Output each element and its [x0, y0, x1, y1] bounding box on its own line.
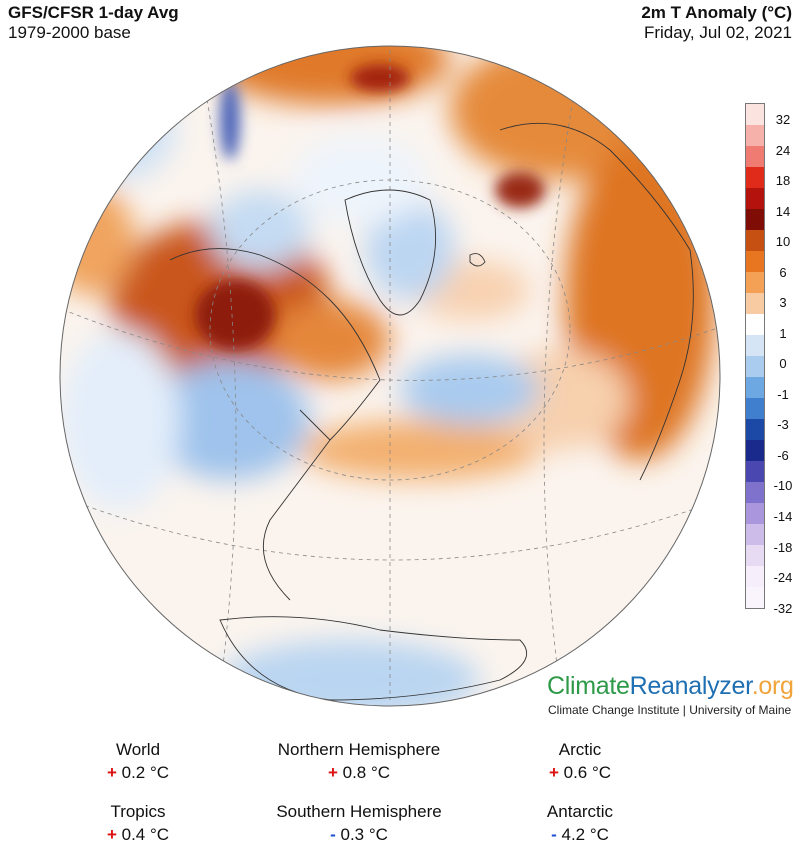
color-scale-tick-label: 14 [775, 203, 791, 219]
color-scale-tick-label: 0 [779, 356, 787, 372]
color-scale-tick-label: -18 [773, 539, 793, 555]
color-scale-tick-label: 32 [775, 112, 791, 127]
brand-part-reanalyzer: Reanalyzer [629, 672, 752, 700]
color-scale-segment [746, 377, 764, 398]
color-scale-segment [746, 293, 764, 314]
color-scale-segment [746, 419, 764, 440]
stat-label: Tropics [110, 802, 166, 821]
stat-label: Antarctic [546, 802, 614, 821]
stat-sign: - [330, 825, 336, 844]
color-scale-segment [746, 440, 764, 461]
stat-value: 0.3 °C [340, 825, 388, 844]
color-scale-segment [746, 587, 764, 608]
color-scale-segment [746, 188, 764, 209]
stat-sign: + [548, 763, 559, 782]
stat-label: Southern Hemisphere [276, 802, 442, 821]
color-scale-segment [746, 545, 764, 566]
coastlines [169, 122, 694, 701]
color-scale [745, 103, 765, 609]
stat-antarctic: Antarctic - 4.2 °C [460, 801, 700, 845]
color-scale-tick-label: -3 [777, 417, 789, 433]
baseline-period: 1979-2000 base [8, 23, 131, 42]
color-scale-segment [746, 482, 764, 503]
color-scale-segment [746, 167, 764, 188]
color-scale-tick-label: -14 [773, 508, 793, 524]
stat-northern-hemisphere: Northern Hemisphere + 0.8 °C [239, 739, 479, 783]
stat-label: Northern Hemisphere [277, 740, 441, 759]
color-scale-segment [746, 272, 764, 293]
brand-logo[interactable]: ClimateReanalyzer.org [547, 672, 794, 700]
color-scale-tick-label: -24 [773, 570, 793, 586]
brand-part-climate: Climate [547, 672, 630, 700]
color-scale-tick-label: -6 [777, 447, 789, 463]
color-scale-ticks: 32 24 18 14 10 6 3 1 0 -1 -3 -6 -10 -14 -18 -24 -32 [768, 103, 798, 616]
stat-label: Arctic [558, 740, 602, 759]
color-scale-tick-label: 24 [775, 142, 791, 158]
stat-sign: - [551, 825, 557, 844]
globe-outline [59, 45, 721, 707]
stat-southern-hemisphere: Southern Hemisphere - 0.3 °C [239, 801, 479, 845]
stat-sign: + [106, 763, 117, 782]
color-scale-segment [746, 566, 764, 587]
stat-value: 0.2 °C [121, 763, 170, 782]
color-scale-tick-label: 1 [779, 325, 787, 341]
color-scale-tick-label: -10 [773, 478, 793, 494]
color-scale-tick-label: 3 [779, 295, 787, 311]
stat-value: 0.4 °C [121, 825, 170, 844]
brand-subtitle: Climate Change Institute | University of… [548, 703, 792, 717]
color-scale-segment [746, 461, 764, 482]
stat-sign: + [327, 763, 338, 782]
map-date: Friday, Jul 02, 2021 [643, 23, 792, 42]
stat-label: World [115, 740, 161, 759]
color-scale-segment [746, 251, 764, 272]
stat-arctic: Arctic + 0.6 °C [460, 739, 700, 783]
color-scale-tick-label: 10 [775, 234, 791, 250]
color-scale-segment [746, 503, 764, 524]
header-right: 2m T Anomaly (°C) Friday, Jul 02, 2021 [641, 3, 792, 43]
graticule [60, 50, 720, 700]
brand-part-org: .org [751, 672, 794, 700]
color-scale-segment [746, 398, 764, 419]
stat-tropics: Tropics + 0.4 °C [18, 801, 258, 845]
color-scale-segment [746, 335, 764, 356]
color-scale-tick-label: -1 [777, 386, 789, 402]
stat-value: 0.6 °C [563, 763, 612, 782]
color-scale-segment [746, 209, 764, 230]
stat-world: World + 0.2 °C [18, 739, 258, 783]
color-scale-tick-label: 6 [779, 264, 787, 280]
stat-value: 4.2 °C [561, 825, 609, 844]
stat-sign: + [106, 825, 117, 844]
color-scale-tick-label: 18 [775, 173, 791, 189]
color-scale-segment [746, 230, 764, 251]
header-left: GFS/CFSR 1-day Avg 1979-2000 base [8, 3, 179, 43]
color-scale-segment [746, 125, 764, 146]
color-scale-segment [746, 314, 764, 335]
color-scale-segment [746, 524, 764, 545]
variable-title: 2m T Anomaly (°C) [641, 3, 792, 22]
color-scale-segment [746, 356, 764, 377]
color-scale-segment [746, 104, 764, 125]
stat-value: 0.8 °C [342, 763, 391, 782]
color-scale-segment [746, 146, 764, 167]
color-scale-tick-label: -32 [773, 600, 793, 616]
product-title: GFS/CFSR 1-day Avg [8, 3, 179, 22]
